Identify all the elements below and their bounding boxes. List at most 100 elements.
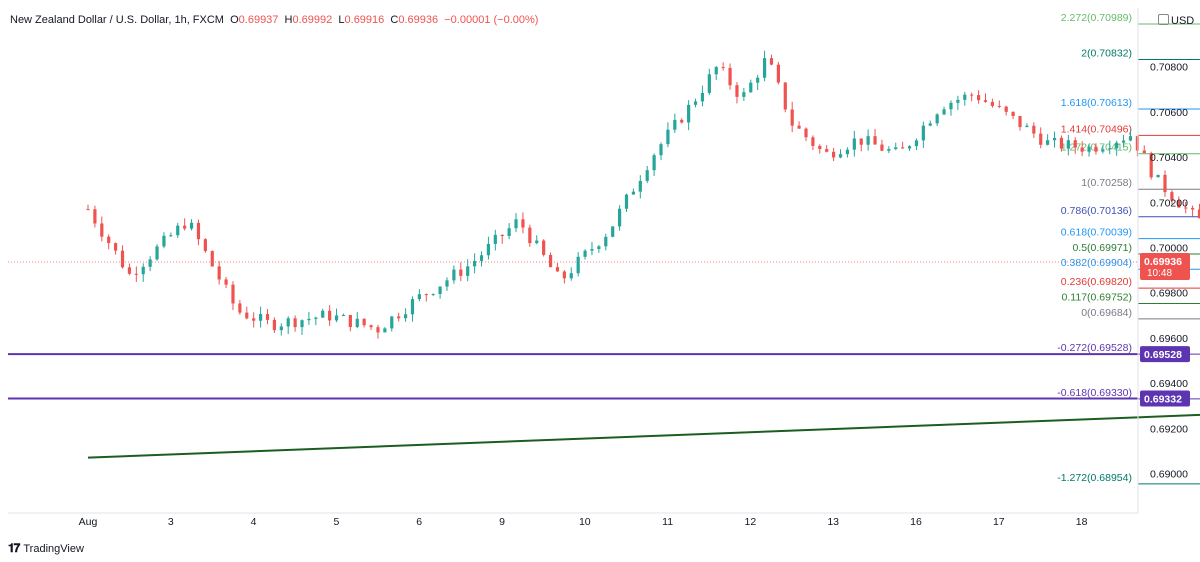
candle-body <box>1032 125 1036 134</box>
candle-body <box>245 312 249 319</box>
fib-level-label: 0.382(0.69904) <box>1061 257 1132 269</box>
candle-body <box>321 310 325 318</box>
candle-body <box>548 254 553 268</box>
x-tick-label: 5 <box>333 516 339 528</box>
candle-body <box>438 286 442 294</box>
fib-level-label: 0.5(0.69971) <box>1072 242 1132 254</box>
candle-body <box>624 194 629 209</box>
fib-level-label: 1.618(0.70613) <box>1061 97 1132 109</box>
candle-body <box>783 82 787 110</box>
candle-body <box>1121 140 1126 143</box>
candle-body <box>1087 146 1091 152</box>
candle-body <box>769 58 774 65</box>
level-price-tag <box>1140 346 1190 363</box>
lock-scale-icon[interactable] <box>1158 14 1169 25</box>
candle-body <box>790 109 794 126</box>
candle-body <box>1156 174 1160 178</box>
logo-text: TradingView <box>23 542 84 555</box>
candle-body <box>127 267 132 274</box>
candle-body <box>852 138 856 150</box>
candle-body <box>493 234 497 244</box>
candle-body <box>238 303 242 313</box>
y-tick-label: 0.69000 <box>1150 469 1188 481</box>
candle-body <box>1184 207 1188 209</box>
candle-body <box>514 219 518 229</box>
fib-level-label: -0.618(0.69330) <box>1057 387 1132 399</box>
candle-body <box>397 316 401 319</box>
candle-body <box>521 219 525 228</box>
fib-level-label: -1.272(0.68954) <box>1057 472 1132 484</box>
candle-body <box>963 94 967 100</box>
candle-body <box>1149 153 1153 178</box>
candle-body <box>604 236 608 247</box>
bar-countdown-text: 10:48 <box>1147 268 1172 279</box>
candle-body <box>328 310 332 321</box>
candle-body <box>825 149 829 152</box>
candle-body <box>1170 192 1174 201</box>
close-value: 0.69936 <box>398 14 439 26</box>
candle-body <box>417 294 421 300</box>
candle-body <box>970 94 974 96</box>
x-tick-label: 18 <box>1076 516 1088 528</box>
x-tick-label: 9 <box>499 516 505 528</box>
x-tick-label: 3 <box>168 516 174 528</box>
candle-body <box>597 246 601 250</box>
candle-body <box>976 95 981 101</box>
candle-body <box>583 250 587 257</box>
candle-body <box>445 280 449 287</box>
trendline[interactable] <box>87 390 1200 459</box>
candle-body <box>355 318 359 328</box>
candle-body <box>500 234 504 237</box>
candle-body <box>1163 174 1167 193</box>
y-tick-label: 0.70200 <box>1150 197 1188 209</box>
candle-body <box>921 125 925 141</box>
candle-body <box>1197 209 1200 219</box>
candle-body <box>279 326 283 331</box>
y-tick-label: 0.69200 <box>1150 423 1188 435</box>
candle-body <box>1115 142 1119 149</box>
candle-body <box>507 228 511 237</box>
x-tick-label: 4 <box>251 516 257 528</box>
candle-body <box>638 180 642 192</box>
candle-body <box>1191 207 1195 210</box>
candle-body <box>231 284 235 304</box>
candle-body <box>818 145 822 150</box>
candle-body <box>528 227 532 244</box>
candle-body <box>569 273 573 279</box>
fib-level-label: 0.117(0.69752) <box>1062 292 1132 304</box>
candle-body <box>403 314 408 319</box>
currency-selector[interactable]: USD <box>1158 14 1194 27</box>
symbol-title: New Zealand Dollar / U.S. Dollar, 1h, FX… <box>10 14 224 26</box>
candle-body <box>203 239 207 252</box>
candle-body <box>866 136 870 145</box>
y-tick-label: 0.69800 <box>1150 288 1188 300</box>
fib-level-label: 1.414(0.70496) <box>1061 123 1132 135</box>
tv-logo-icon: 𝟏𝟕 <box>8 541 20 555</box>
candle-body <box>555 267 560 272</box>
candle-body <box>1018 115 1022 128</box>
candle-body <box>424 294 428 296</box>
tradingview-logo[interactable]: 𝟏𝟕 TradingView <box>8 541 84 556</box>
candle-body <box>252 318 256 321</box>
candle-body <box>258 314 263 321</box>
candle-body <box>542 240 546 255</box>
candle-body <box>141 266 145 275</box>
candle-body <box>535 240 539 244</box>
candle-body <box>369 325 373 328</box>
candle-body <box>189 222 194 229</box>
candle-body <box>1066 140 1070 149</box>
candle-body <box>100 223 104 237</box>
candle-body <box>1025 125 1029 128</box>
x-tick-label: 6 <box>416 516 422 528</box>
candle-body <box>1046 140 1050 145</box>
candle-body <box>735 85 739 97</box>
current-price-tag-text: 0.69936 <box>1144 256 1182 268</box>
candle-body <box>210 251 214 267</box>
candle-body <box>473 260 477 267</box>
candle-body <box>265 314 270 320</box>
candle-body <box>466 266 470 276</box>
level-price-tag-text: 0.69528 <box>1144 349 1182 361</box>
candle-body <box>845 149 850 155</box>
candle-body <box>300 320 304 328</box>
